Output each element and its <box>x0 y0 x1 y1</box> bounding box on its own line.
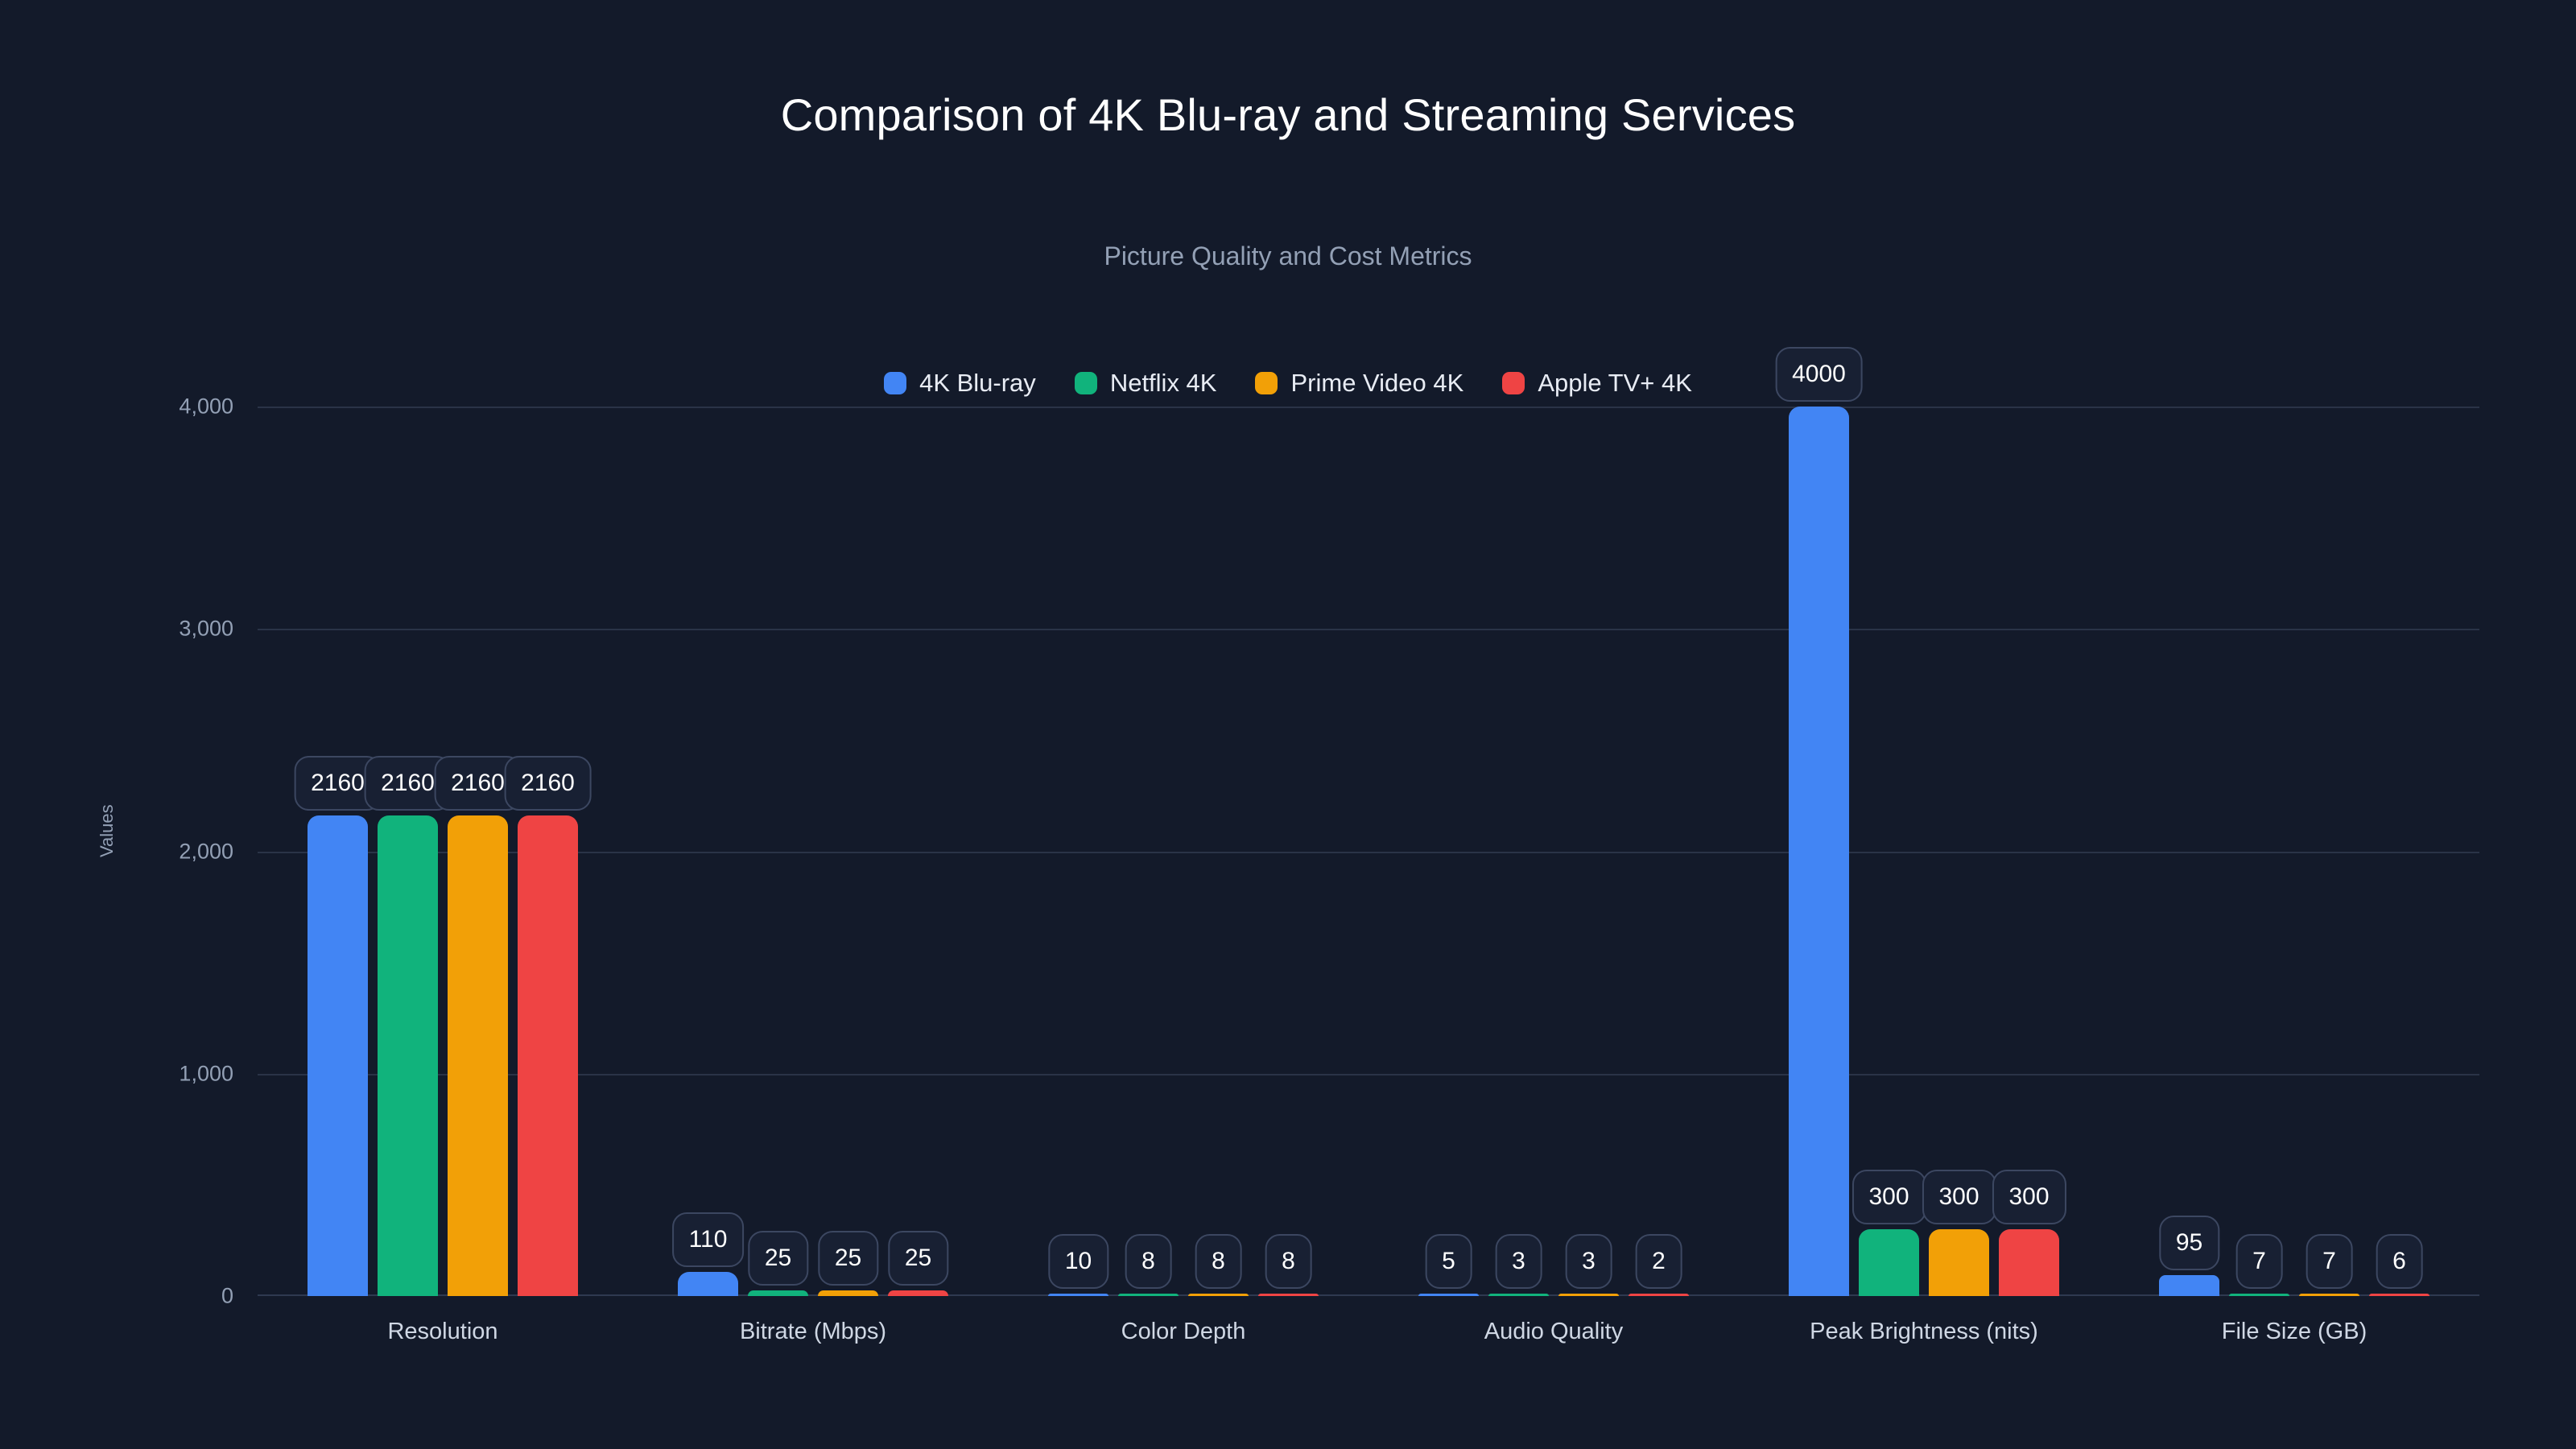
bar[interactable] <box>1999 1229 2059 1296</box>
bar-value-label: 4000 <box>1775 347 1863 402</box>
bar-value-label: 3 <box>1495 1234 1542 1289</box>
y-axis-tick-label: 3,000 <box>179 616 233 641</box>
legend-item[interactable]: Netflix 4K <box>1074 369 1217 398</box>
legend-swatch-icon <box>1074 372 1097 394</box>
bar-value-label: 300 <box>1992 1170 2066 1225</box>
bar-value-label: 110 <box>671 1212 745 1267</box>
bar[interactable] <box>1629 1294 1689 1296</box>
bar[interactable] <box>1258 1294 1319 1296</box>
bar[interactable] <box>678 1271 738 1296</box>
bar[interactable] <box>1859 1229 1919 1296</box>
y-axis-tick-label: 1,000 <box>179 1061 233 1086</box>
bar-value-label: 8 <box>1125 1234 1172 1289</box>
bar[interactable] <box>518 815 578 1296</box>
y-axis-tick-label: 2,000 <box>179 839 233 863</box>
bar-value-label: 2160 <box>504 756 592 811</box>
x-axis-category-label: Resolution <box>387 1319 498 1344</box>
legend-item-label: 4K Blu-ray <box>919 369 1036 397</box>
axis-baseline <box>258 1294 2479 1296</box>
bar[interactable] <box>378 815 438 1296</box>
bar-value-label: 7 <box>2306 1234 2353 1289</box>
legend-swatch-icon <box>884 372 907 394</box>
bar-value-label: 8 <box>1265 1234 1312 1289</box>
legend-item[interactable]: 4K Blu-ray <box>884 369 1036 398</box>
x-axis-category-label: Audio Quality <box>1484 1319 1624 1344</box>
bar[interactable] <box>2159 1274 2219 1296</box>
gridline <box>258 851 2479 853</box>
bar[interactable] <box>1418 1294 1479 1296</box>
bar[interactable] <box>2369 1294 2429 1296</box>
bar[interactable] <box>1488 1294 1549 1296</box>
bar[interactable] <box>1558 1294 1619 1296</box>
bar[interactable] <box>1188 1294 1249 1296</box>
bar[interactable] <box>888 1290 948 1296</box>
bar-value-label: 3 <box>1565 1234 1612 1289</box>
bar[interactable] <box>448 815 508 1296</box>
bar[interactable] <box>1929 1229 1989 1296</box>
legend-item-label: Apple TV+ 4K <box>1538 369 1692 397</box>
chart-legend: 4K Blu-ray Netflix 4K Prime Video 4K Apple … <box>0 369 2576 398</box>
bar-value-label: 10 <box>1047 1234 1109 1289</box>
bar-value-label: 25 <box>817 1231 879 1286</box>
bar-value-label: 25 <box>887 1231 949 1286</box>
gridline <box>258 407 2479 408</box>
x-axis-category-label: Color Depth <box>1121 1319 1246 1344</box>
legend-swatch-icon <box>1255 372 1278 394</box>
legend-item[interactable]: Prime Video 4K <box>1255 369 1463 398</box>
bar-value-label: 8 <box>1195 1234 1242 1289</box>
y-axis-tick-label: 4,000 <box>179 394 233 419</box>
x-axis-category-label: Peak Brightness (nits) <box>1810 1319 2038 1344</box>
gridline <box>258 629 2479 631</box>
y-axis-tick-label: 0 <box>221 1283 233 1308</box>
chart-subtitle: Picture Quality and Cost Metrics <box>1104 242 1472 270</box>
bar-value-label: 2 <box>1635 1234 1682 1289</box>
bar[interactable] <box>818 1290 878 1296</box>
bar[interactable] <box>2229 1294 2289 1296</box>
bar[interactable] <box>1789 407 1849 1296</box>
bar-value-label: 7 <box>2235 1234 2283 1289</box>
gridline <box>258 1073 2479 1075</box>
bar-value-label: 300 <box>1852 1170 1926 1225</box>
page-title: Comparison of 4K Blu-ray and Streaming S… <box>780 89 1796 140</box>
bar[interactable] <box>748 1290 808 1296</box>
bar-value-label: 25 <box>747 1231 809 1286</box>
legend-swatch-icon <box>1502 372 1525 394</box>
legend-item-label: Prime Video 4K <box>1290 369 1464 397</box>
legend-item-label: Netflix 4K <box>1109 369 1217 397</box>
bar[interactable] <box>1048 1294 1108 1296</box>
bar-value-label: 5 <box>1425 1234 1472 1289</box>
plot-area <box>258 407 2479 1296</box>
bar-value-label: 95 <box>2158 1215 2220 1270</box>
legend-item[interactable]: Apple TV+ 4K <box>1502 369 1692 398</box>
x-axis-category-label: File Size (GB) <box>2221 1319 2368 1344</box>
x-axis-category-label: Bitrate (Mbps) <box>739 1319 887 1344</box>
bar-value-label: 300 <box>1922 1170 1996 1225</box>
bar[interactable] <box>1118 1294 1179 1296</box>
bar[interactable] <box>308 815 368 1296</box>
bar[interactable] <box>2299 1294 2359 1296</box>
bar-value-label: 6 <box>2376 1234 2423 1289</box>
